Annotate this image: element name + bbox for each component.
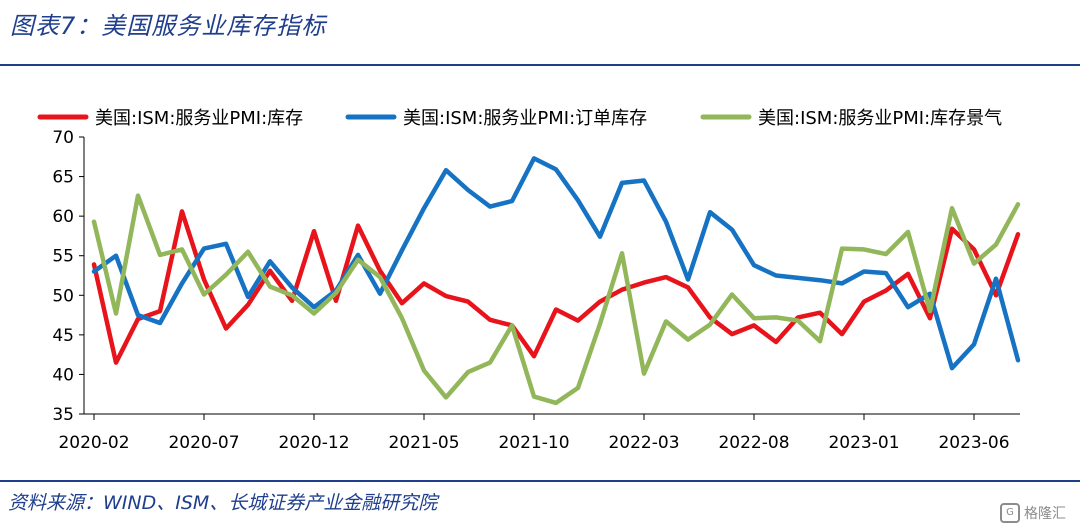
x-tick-label: 2020-07 <box>168 433 239 453</box>
legend-label: 美国:ISM:服务业PMI:库存景气 <box>758 108 1002 129</box>
legend: 美国:ISM:服务业PMI:库存 美国:ISM:服务业PMI:订单库存 美国:ISM… <box>37 108 1002 129</box>
axes: 35 40 45 50 55 60 65 70 2020-02 2020-07 2020-12 202… <box>52 128 1020 453</box>
y-tick-label: 50 <box>52 286 74 306</box>
source-note: 资料来源：WIND、ISM、长城证券产业金融研究院 <box>8 492 438 514</box>
series-line-1 <box>91 209 1021 365</box>
y-tick-label: 70 <box>52 128 74 148</box>
watermark-logo-icon: G <box>1000 503 1020 523</box>
top-divider <box>0 64 1080 66</box>
x-tick-label: 2022-08 <box>718 433 789 453</box>
y-tick-label: 35 <box>52 405 74 425</box>
y-tick-label: 55 <box>52 247 74 267</box>
y-tick-label: 60 <box>52 207 74 227</box>
x-tick-label: 2023-06 <box>938 433 1009 453</box>
x-tick-label: 2022-03 <box>608 433 679 453</box>
watermark: G 格隆汇 <box>1000 503 1066 523</box>
x-tick-label: 2021-05 <box>388 433 459 453</box>
watermark-text: 格隆汇 <box>1024 506 1066 522</box>
series-lines <box>91 156 1021 406</box>
series-line-2 <box>91 156 1021 371</box>
y-tick-label: 40 <box>52 365 74 385</box>
y-tick-label: 65 <box>52 168 74 188</box>
legend-label: 美国:ISM:服务业PMI:库存 <box>95 108 303 129</box>
chart-title: 图表7：美国服务业库存指标 <box>10 12 327 40</box>
line-chart: 美国:ISM:服务业PMI:库存 美国:ISM:服务业PMI:订单库存 美国:ISM… <box>37 108 1021 453</box>
x-tick-label: 2020-02 <box>58 433 129 453</box>
x-tick-label: 2020-12 <box>278 433 349 453</box>
bottom-divider <box>0 480 1080 482</box>
y-tick-label: 45 <box>52 326 74 346</box>
x-tick-label: 2023-01 <box>828 433 899 453</box>
legend-label: 美国:ISM:服务业PMI:订单库存 <box>403 108 647 129</box>
series-line-3 <box>91 193 1021 406</box>
x-tick-label: 2021-10 <box>498 433 569 453</box>
